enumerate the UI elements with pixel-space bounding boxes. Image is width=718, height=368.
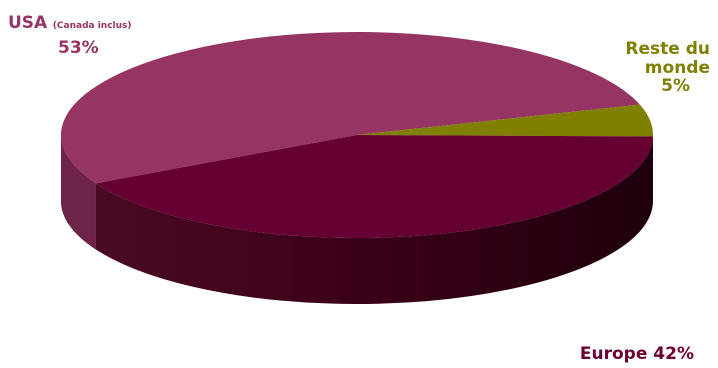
- usa-label: USA (Canada inclus) 53%: [8, 14, 132, 57]
- rest-label-line1: Reste du: [625, 39, 710, 59]
- slice-usa: [61, 32, 640, 184]
- usa-percent: 53%: [58, 37, 99, 58]
- slice-reste-du-monde: [357, 104, 653, 137]
- europe-percent: 42%: [653, 344, 694, 365]
- rest-percent: 5%: [661, 76, 690, 97]
- slice-usa-side-left: [61, 135, 96, 250]
- usa-sublabel: (Canada inclus): [52, 21, 132, 31]
- rest-label-line2: monde: [644, 57, 710, 78]
- usa-label-text: USA: [8, 13, 48, 33]
- slice-europe-side: [95, 136, 653, 304]
- pie-tops: [61, 32, 653, 238]
- europe-label-text: Europe: [579, 344, 648, 365]
- europe-label: Europe 42%: [580, 345, 694, 364]
- slice-europe: [95, 135, 653, 238]
- pie-sides: [61, 135, 653, 304]
- rest-label: Reste du monde 5%: [625, 40, 710, 96]
